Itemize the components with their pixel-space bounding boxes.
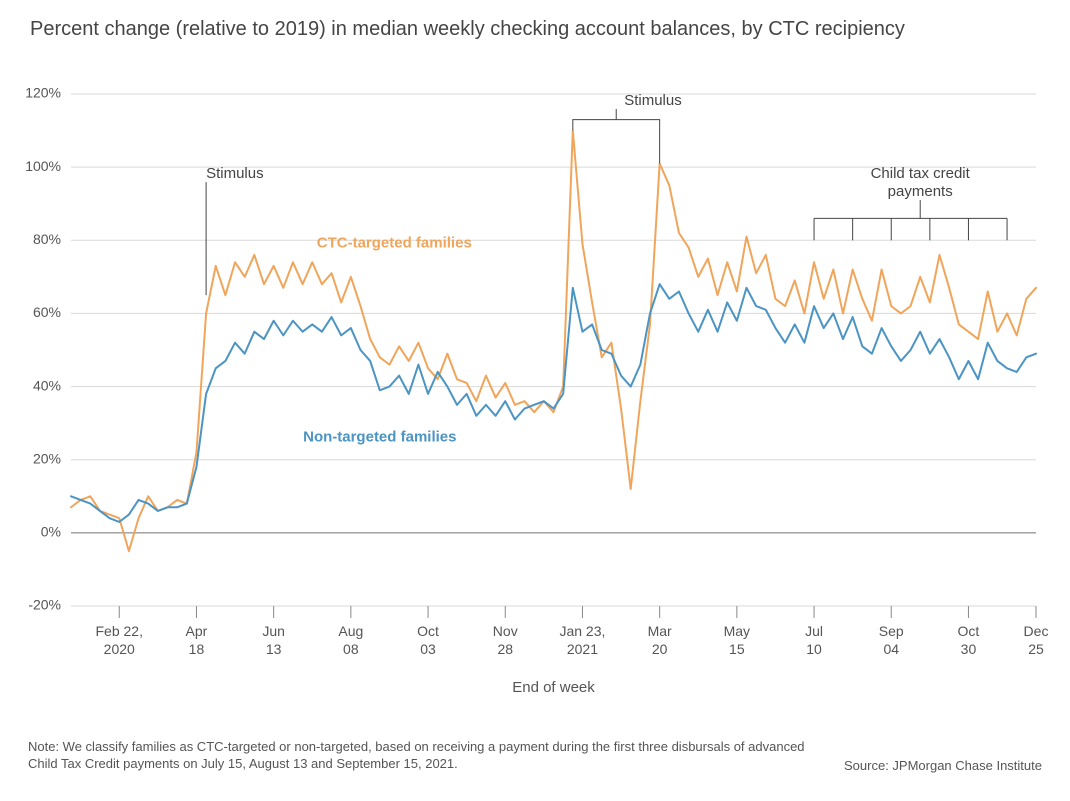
y-tick-label: 100% (25, 158, 61, 174)
series-label-non: Non-targeted families (303, 428, 456, 445)
x-tick-label: 30 (961, 641, 977, 657)
y-tick-label: 20% (33, 450, 61, 466)
x-tick-label: Jun (262, 623, 285, 639)
x-tick-label: May (724, 623, 750, 639)
x-tick-label: 18 (189, 641, 205, 657)
x-axis-label: End of week (512, 679, 595, 696)
chart-container: Percent change (relative to 2019) in med… (0, 0, 1070, 801)
x-tick-label: 28 (497, 641, 513, 657)
annotation-stimulus2-label: Stimulus (624, 92, 682, 109)
x-tick-label: Dec (1024, 623, 1049, 639)
y-tick-label: 0% (41, 524, 61, 540)
x-tick-label: 13 (266, 641, 282, 657)
x-tick-label: 2020 (104, 641, 135, 657)
x-tick-label: 15 (729, 641, 745, 657)
x-tick-label: Sep (879, 623, 904, 639)
x-tick-label: Aug (338, 623, 363, 639)
x-tick-label: 03 (420, 641, 436, 657)
series-line-non (71, 284, 1036, 522)
annotation-ctc-label: payments (888, 183, 953, 200)
source-attribution: Source: JPMorgan Chase Institute (844, 758, 1042, 773)
x-tick-label: 10 (806, 641, 822, 657)
y-tick-label: -20% (28, 597, 61, 613)
footnote: Note: We classify families as CTC-target… (28, 738, 820, 773)
annotation-stimulus1-label: Stimulus (206, 165, 264, 182)
y-tick-label: 40% (33, 377, 61, 393)
y-tick-label: 60% (33, 304, 61, 320)
annotation-stimulus2-bracket (573, 120, 660, 128)
chart-title: Percent change (relative to 2019) in med… (30, 18, 905, 41)
y-tick-label: 120% (25, 85, 61, 101)
x-tick-label: Oct (417, 623, 439, 639)
x-tick-label: 04 (883, 641, 899, 657)
x-tick-label: 2021 (567, 641, 598, 657)
x-tick-label: 20 (652, 641, 668, 657)
series-label-ctc: CTC-targeted families (317, 235, 472, 252)
x-tick-label: Nov (493, 623, 518, 639)
annotation-ctc-label: Child tax credit (871, 165, 971, 182)
x-tick-label: Feb 22, (96, 623, 143, 639)
x-tick-label: Mar (648, 623, 672, 639)
plot-svg: -20%0%20%40%60%80%100%120%Feb 22,2020Apr… (55, 90, 1040, 610)
x-tick-label: Oct (958, 623, 980, 639)
x-tick-label: Apr (186, 623, 208, 639)
x-tick-label: 25 (1028, 641, 1044, 657)
plot-area: -20%0%20%40%60%80%100%120%Feb 22,2020Apr… (55, 90, 1040, 610)
y-tick-label: 80% (33, 231, 61, 247)
x-tick-label: Jan 23, (559, 623, 605, 639)
x-tick-label: 08 (343, 641, 359, 657)
x-tick-label: Jul (805, 623, 823, 639)
